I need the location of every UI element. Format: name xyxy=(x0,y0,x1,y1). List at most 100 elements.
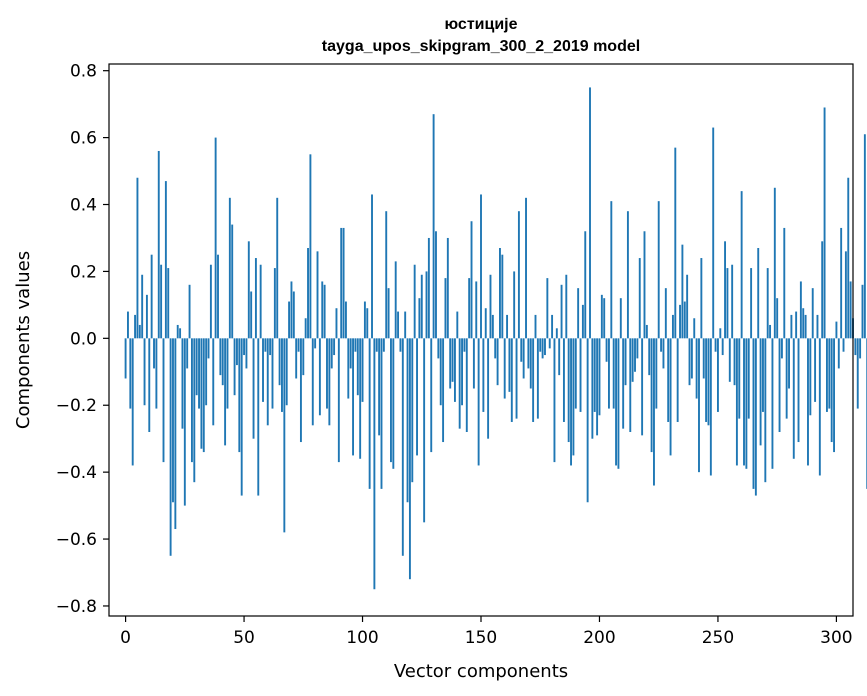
bar xyxy=(390,338,392,463)
bar xyxy=(541,338,544,359)
bar xyxy=(290,281,293,339)
bar xyxy=(847,177,850,339)
bar xyxy=(624,338,627,386)
bar xyxy=(517,211,520,339)
bar xyxy=(150,254,153,339)
bar xyxy=(503,338,506,399)
bar xyxy=(262,338,264,402)
bar xyxy=(686,274,689,339)
bar xyxy=(231,224,234,339)
bar xyxy=(418,298,421,339)
bar xyxy=(745,338,748,469)
bar xyxy=(799,281,802,339)
x-tick-label: 200 xyxy=(583,628,615,648)
bar xyxy=(833,338,835,453)
bar xyxy=(221,338,224,386)
bar xyxy=(323,284,326,339)
bar xyxy=(525,197,527,339)
bar xyxy=(273,268,276,339)
bar xyxy=(145,294,148,339)
bar xyxy=(494,338,497,359)
bar xyxy=(790,314,793,339)
bar xyxy=(470,221,473,339)
bar xyxy=(406,338,409,503)
bar xyxy=(593,338,596,412)
bar xyxy=(321,281,324,339)
bar xyxy=(821,241,824,339)
bar xyxy=(259,264,262,339)
bar xyxy=(567,338,570,443)
bar xyxy=(380,338,383,489)
bar xyxy=(562,338,565,422)
bar xyxy=(754,338,757,496)
bar xyxy=(544,338,546,356)
bar xyxy=(783,227,786,339)
bar xyxy=(769,324,772,339)
bar xyxy=(183,338,186,506)
bar xyxy=(522,338,525,379)
bar xyxy=(631,338,634,382)
x-tick-label: 100 xyxy=(346,628,378,648)
bar xyxy=(771,338,774,469)
bar xyxy=(577,288,580,339)
bar xyxy=(264,338,267,352)
bar xyxy=(278,338,281,386)
bar xyxy=(612,338,615,409)
bar xyxy=(536,338,539,419)
bar xyxy=(420,274,423,339)
bar xyxy=(304,318,307,339)
bar xyxy=(482,338,485,412)
bar xyxy=(823,107,826,339)
bar xyxy=(785,338,788,419)
bar xyxy=(515,338,518,419)
bar xyxy=(605,338,608,362)
bar xyxy=(413,264,416,339)
bar xyxy=(702,338,705,379)
bar xyxy=(570,338,572,466)
bar xyxy=(608,338,610,409)
bar xyxy=(830,338,833,443)
bar xyxy=(655,338,658,409)
bar xyxy=(636,338,639,359)
bar xyxy=(750,268,753,339)
bar xyxy=(610,201,613,339)
bar xyxy=(143,338,146,406)
bar xyxy=(572,338,575,456)
bar xyxy=(818,338,821,476)
bar xyxy=(444,278,447,339)
bar xyxy=(141,274,144,339)
bar xyxy=(328,338,331,426)
bar xyxy=(657,201,660,339)
bar xyxy=(641,338,644,436)
bar xyxy=(679,304,681,339)
bar xyxy=(546,278,549,339)
bar xyxy=(361,338,364,402)
bar xyxy=(619,298,622,339)
y-tick-label: −0.2 xyxy=(56,396,97,416)
bar xyxy=(397,311,400,339)
bar xyxy=(238,338,241,453)
bar xyxy=(491,314,494,339)
bar xyxy=(352,338,354,456)
bar xyxy=(356,338,359,396)
bar xyxy=(743,338,745,466)
bar xyxy=(245,338,248,369)
bar xyxy=(674,147,677,339)
bar xyxy=(844,251,847,339)
bar xyxy=(714,338,717,352)
bar xyxy=(437,338,440,359)
bar xyxy=(451,338,454,382)
bar xyxy=(269,338,272,356)
bar xyxy=(837,338,840,369)
bar xyxy=(693,318,696,339)
bar xyxy=(200,338,203,449)
bar xyxy=(311,338,314,426)
bar xyxy=(392,338,395,469)
x-tick-label: 300 xyxy=(820,628,852,648)
bar xyxy=(683,301,686,339)
bar xyxy=(551,314,554,339)
bar xyxy=(162,338,165,463)
bar xyxy=(297,338,300,352)
bar xyxy=(638,258,641,339)
